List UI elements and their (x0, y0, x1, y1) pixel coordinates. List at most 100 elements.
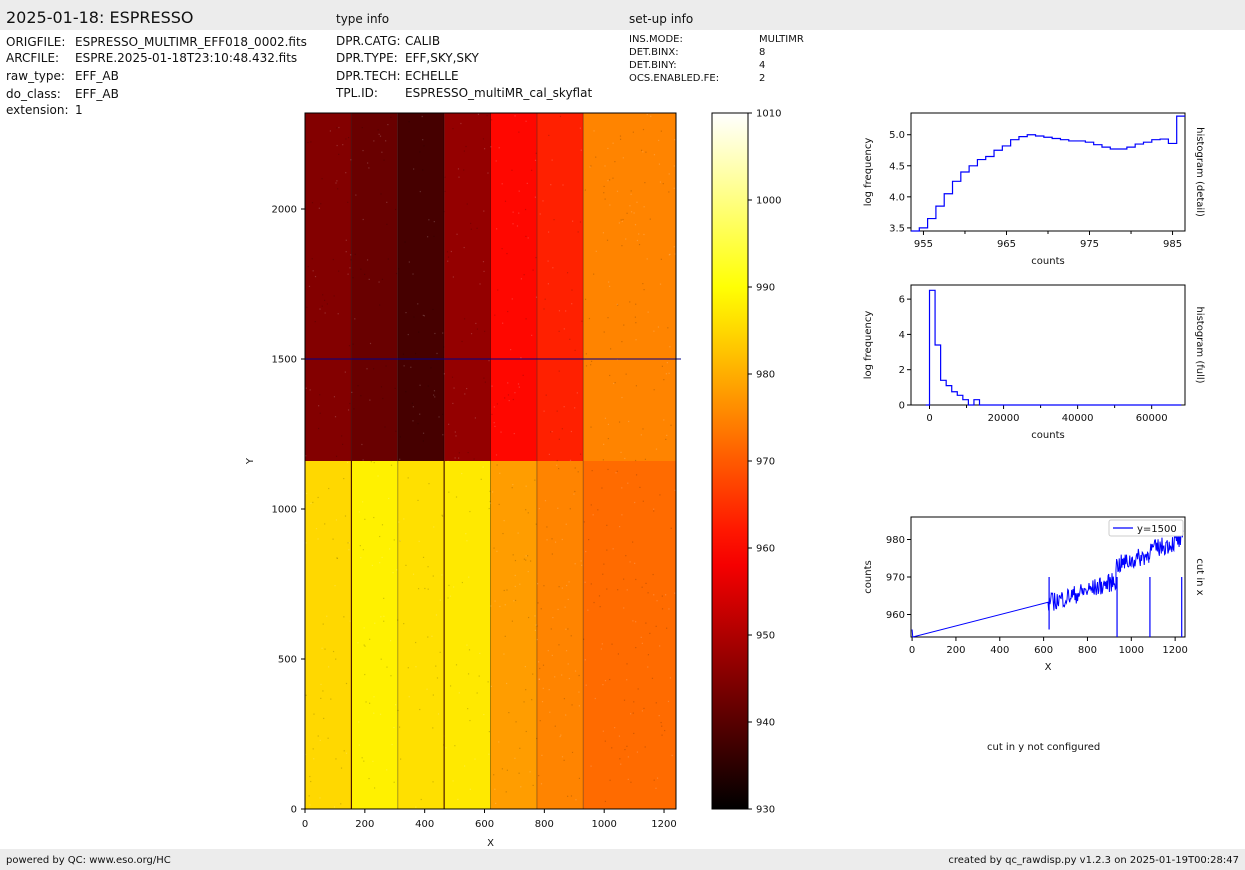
image-noise (495, 160, 497, 162)
image-noise (590, 583, 592, 585)
image-noise (338, 153, 340, 155)
image-noise (349, 620, 351, 622)
image-noise (621, 514, 623, 516)
image-noise (578, 777, 581, 780)
image-noise (405, 564, 407, 566)
image-noise (305, 753, 307, 756)
image-noise (466, 540, 468, 542)
image-noise (609, 374, 611, 377)
image-noise (482, 466, 484, 468)
image-noise (604, 680, 607, 682)
image-noise (659, 181, 662, 183)
image-noise (606, 588, 608, 590)
image-noise (623, 699, 626, 701)
image-noise (350, 259, 352, 261)
image-noise (626, 679, 628, 681)
image-noise (473, 458, 475, 460)
image-noise (422, 169, 424, 171)
image-noise (636, 239, 639, 242)
y-tick-label: 6 (899, 295, 905, 306)
image-noise (313, 758, 315, 760)
image-noise (426, 688, 428, 690)
image-noise (345, 138, 347, 140)
image-noise (370, 461, 372, 463)
image-noise (321, 647, 323, 649)
x-tick-label: 600 (1034, 645, 1053, 656)
image-noise (461, 581, 463, 584)
image-noise (502, 322, 504, 324)
image-noise (638, 243, 641, 246)
image-noise (581, 564, 583, 566)
image-noise (568, 581, 570, 583)
image-noise (415, 666, 417, 668)
setup-info-value: 2 (759, 73, 766, 84)
image-noise (633, 732, 635, 735)
image-noise (324, 523, 326, 525)
image-noise (348, 542, 350, 544)
image-noise (482, 261, 485, 263)
image-noise (602, 684, 604, 686)
image-noise (361, 127, 363, 129)
y-tick-label: 3.5 (889, 223, 905, 234)
image-noise (547, 260, 549, 262)
y-tick-label: 2 (899, 365, 905, 376)
image-noise (311, 202, 314, 204)
x-tick-label: 40000 (1062, 413, 1094, 424)
image-noise (380, 386, 383, 388)
image-noise (498, 147, 500, 149)
image-noise (343, 477, 345, 480)
image-noise (659, 494, 661, 496)
image-noise (642, 500, 644, 502)
image-noise (567, 663, 569, 665)
image-noise (347, 136, 350, 139)
header-band (0, 0, 1245, 30)
image-noise (327, 737, 329, 739)
image-noise (543, 308, 545, 310)
image-noise (647, 592, 649, 594)
footer-right: created by qc_rawdisp.py v1.2.3 on 2025-… (948, 855, 1239, 866)
image-noise (494, 314, 496, 316)
y-axis-label: Y (245, 457, 256, 465)
image-noise (422, 139, 424, 141)
image-block-upper (490, 113, 537, 461)
image-noise (422, 314, 424, 317)
image-noise (514, 392, 516, 394)
image-noise (536, 638, 538, 641)
image-noise (398, 521, 400, 523)
file-info-value: EFF_AB (75, 87, 119, 101)
image-noise (556, 410, 558, 412)
image-noise (341, 435, 343, 437)
image-noise (344, 515, 347, 517)
image-noise (330, 698, 332, 700)
image-noise (643, 707, 645, 710)
image-noise (361, 757, 363, 759)
image-noise (393, 781, 395, 783)
image-noise (565, 628, 567, 630)
image-noise (321, 305, 323, 307)
image-noise (336, 557, 338, 559)
image-noise (517, 383, 520, 385)
image-noise (402, 353, 405, 355)
image-noise (544, 500, 547, 502)
image-noise (496, 403, 498, 405)
image-noise (452, 780, 454, 782)
image-noise (360, 395, 362, 397)
image-noise (496, 228, 498, 230)
image-noise (405, 391, 407, 393)
y-tick-label: 1000 (272, 505, 297, 516)
image-noise (373, 462, 375, 464)
image-noise (607, 468, 609, 471)
image-noise (319, 394, 321, 396)
image-noise (309, 389, 311, 391)
image-noise (598, 595, 601, 597)
image-noise (474, 417, 477, 419)
type-info-key: DPR.CATG: (336, 34, 401, 48)
image-noise (655, 787, 657, 789)
image-noise (625, 555, 627, 557)
image-noise (646, 113, 648, 116)
image-noise (328, 487, 330, 490)
image-noise (369, 399, 371, 401)
image-noise (545, 394, 547, 396)
image-noise (512, 211, 514, 213)
image-noise (597, 509, 599, 511)
